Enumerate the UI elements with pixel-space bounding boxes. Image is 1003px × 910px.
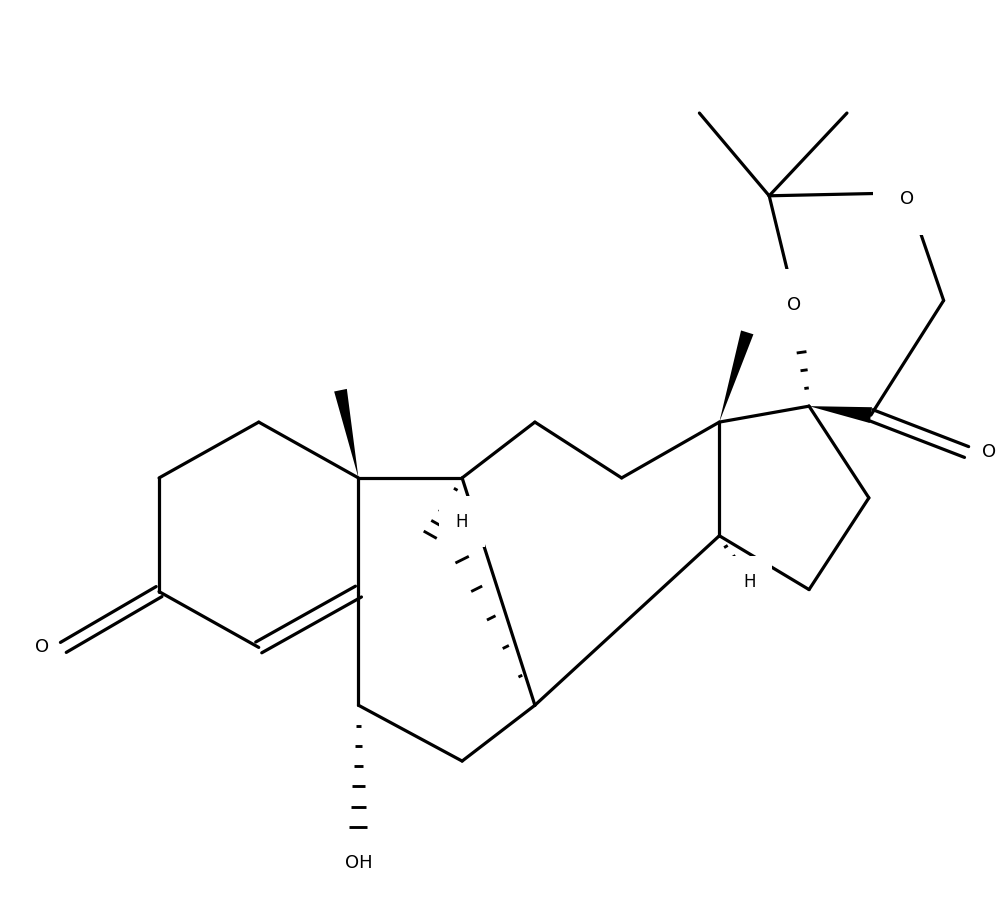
Text: OH: OH [344,854,372,872]
Polygon shape [808,406,872,423]
Polygon shape [718,330,752,422]
Text: O: O [786,297,800,315]
Text: O: O [35,639,49,656]
Text: H: H [742,572,754,591]
Text: O: O [899,190,913,207]
Polygon shape [334,389,358,478]
Text: O: O [981,443,995,461]
Text: H: H [455,513,468,531]
